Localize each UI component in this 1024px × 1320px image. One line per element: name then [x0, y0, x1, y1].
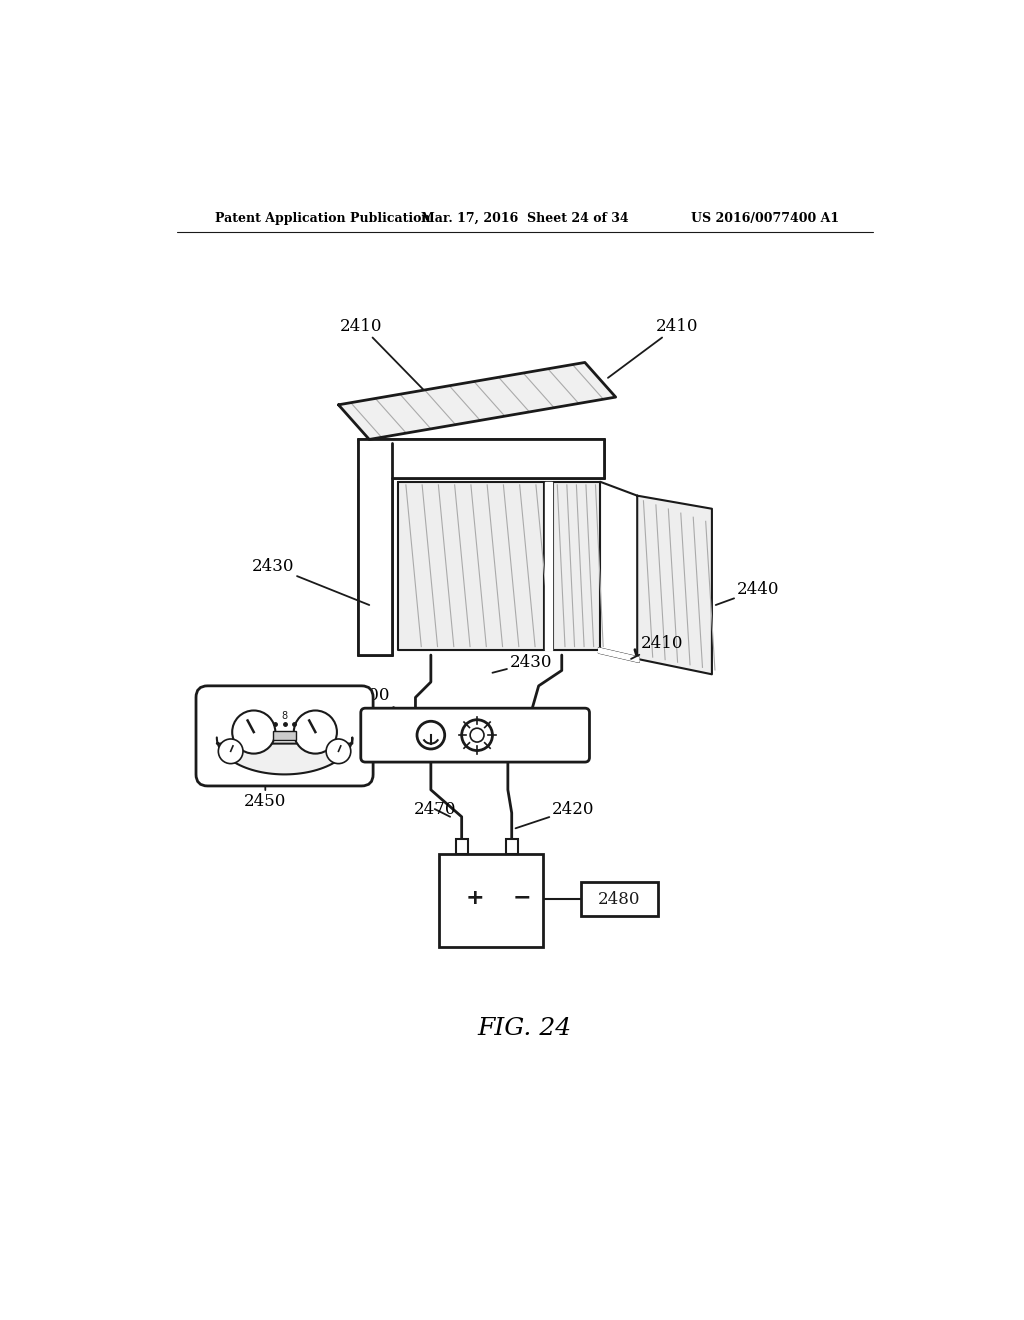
Text: 2410: 2410 [608, 318, 698, 378]
Text: 2410: 2410 [631, 635, 683, 659]
Text: US 2016/0077400 A1: US 2016/0077400 A1 [691, 213, 839, 224]
Polygon shape [339, 363, 615, 440]
Circle shape [232, 710, 275, 754]
Bar [506, 840, 518, 854]
Text: FIG. 24: FIG. 24 [478, 1016, 571, 1040]
Polygon shape [397, 482, 544, 649]
Circle shape [417, 721, 444, 748]
Text: 2450: 2450 [244, 767, 287, 810]
Text: 2400: 2400 [348, 688, 436, 727]
Bar [273, 730, 296, 739]
FancyBboxPatch shape [196, 686, 373, 785]
Text: +: + [466, 887, 484, 908]
Polygon shape [545, 482, 552, 649]
Bar [581, 882, 658, 916]
Text: 2470: 2470 [414, 800, 456, 817]
Polygon shape [599, 648, 639, 663]
Polygon shape [217, 738, 352, 775]
Text: 2480: 2480 [598, 891, 641, 908]
Text: 2420: 2420 [515, 800, 595, 829]
Polygon shape [553, 482, 600, 649]
Text: 8: 8 [282, 711, 288, 721]
Text: 2480: 2480 [493, 739, 564, 756]
Bar [438, 854, 543, 946]
Polygon shape [357, 444, 392, 655]
Polygon shape [637, 496, 712, 675]
Circle shape [470, 729, 484, 742]
Bar [456, 840, 468, 854]
Text: 2410: 2410 [340, 318, 423, 389]
Text: 2430: 2430 [252, 558, 370, 605]
Text: −: − [512, 887, 531, 908]
Text: Patent Application Publication: Patent Application Publication [215, 213, 431, 224]
Text: 2440: 2440 [716, 581, 779, 605]
Polygon shape [357, 440, 604, 478]
FancyBboxPatch shape [360, 708, 590, 762]
Circle shape [326, 739, 351, 763]
Circle shape [462, 719, 493, 751]
Text: Mar. 17, 2016  Sheet 24 of 34: Mar. 17, 2016 Sheet 24 of 34 [421, 213, 629, 224]
Text: 2430: 2430 [493, 655, 552, 673]
Circle shape [218, 739, 243, 763]
Circle shape [294, 710, 337, 754]
